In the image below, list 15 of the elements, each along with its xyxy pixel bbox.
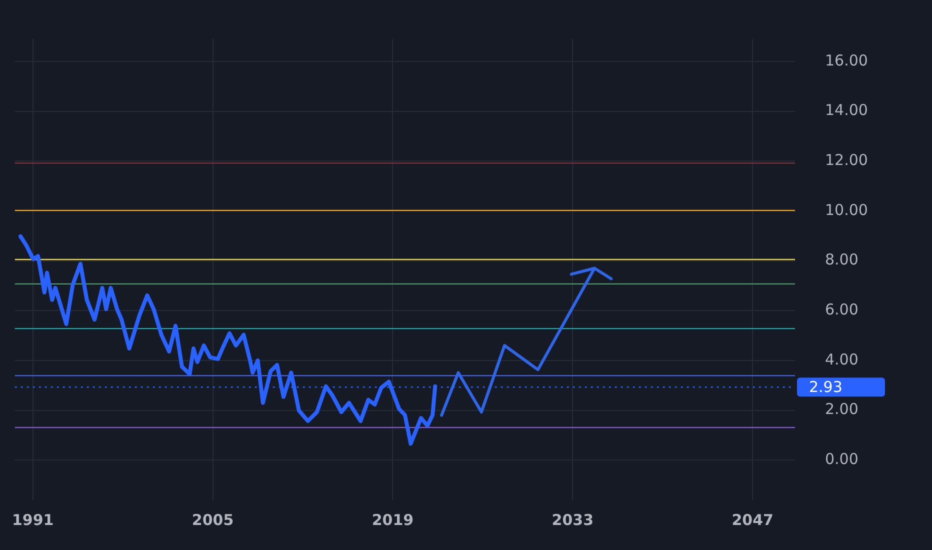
y-tick-label: 12.00 xyxy=(825,150,868,169)
y-tick-label: 16.00 xyxy=(825,51,868,70)
y-tick-label: 10.00 xyxy=(825,200,868,219)
y-tick-label: 0.00 xyxy=(825,450,858,468)
y-tick-label: 4.00 xyxy=(825,350,858,368)
y-tick-label: 2.00 xyxy=(825,400,858,418)
x-tick-label: 2005 xyxy=(192,510,234,529)
x-tick-label: 2047 xyxy=(732,510,774,529)
ref-line-label: 2.93 xyxy=(809,378,842,396)
x-tick-label: 2033 xyxy=(552,510,594,529)
y-tick-label: 14.00 xyxy=(825,101,868,120)
x-tick-label: 2019 xyxy=(372,510,414,529)
y-tick-label: 6.00 xyxy=(825,300,858,319)
x-tick-label: 1991 xyxy=(12,510,54,529)
y-tick-label: 8.00 xyxy=(825,250,858,269)
